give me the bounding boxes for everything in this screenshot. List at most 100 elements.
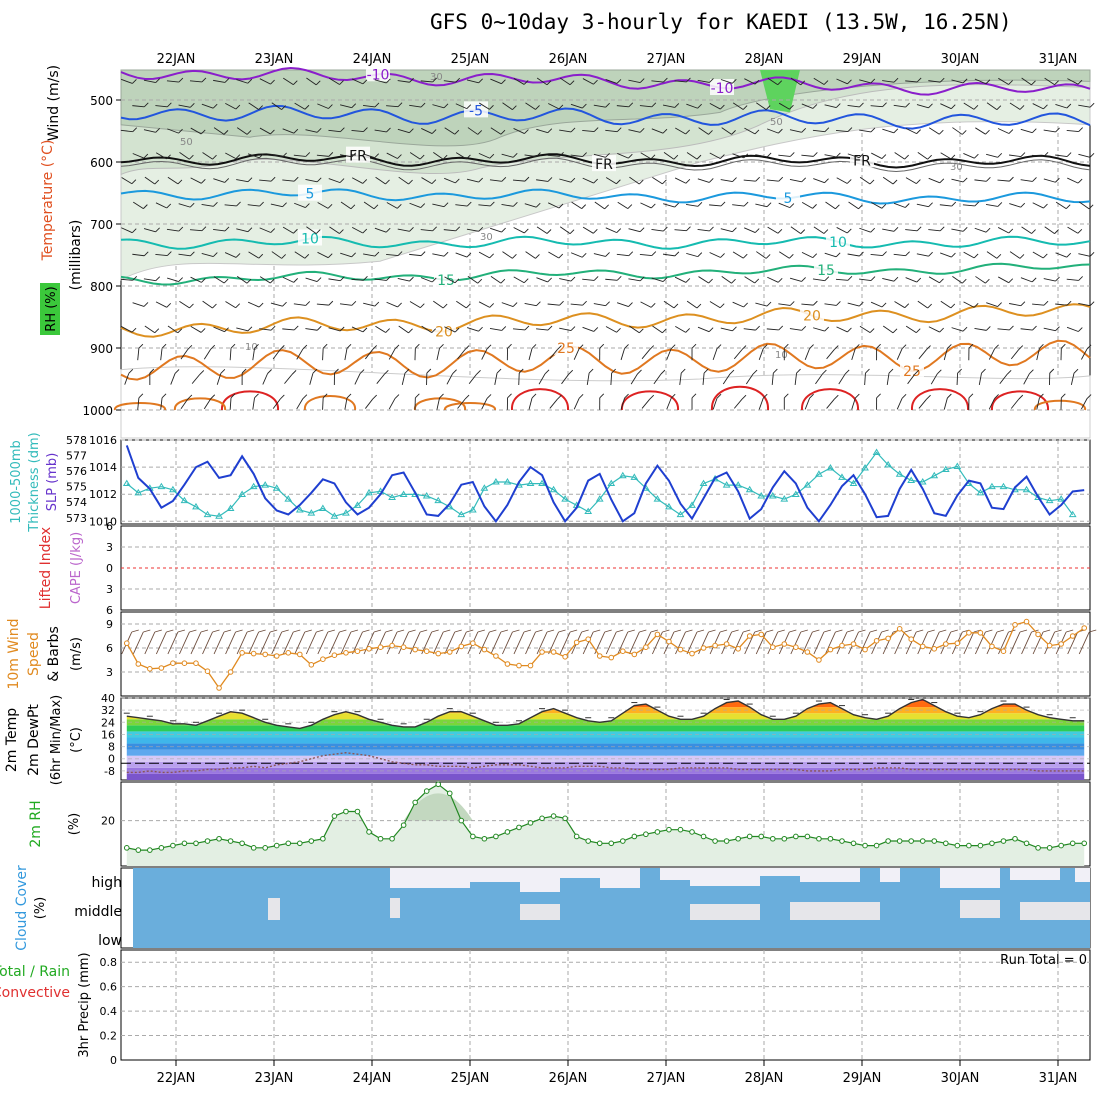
rh2m-point	[690, 830, 695, 835]
rh2m-point	[286, 841, 291, 846]
li-tick-label: 3	[106, 583, 113, 596]
li-tick-label: 3	[106, 541, 113, 554]
rh2m-point	[644, 832, 649, 837]
rh2m-point	[794, 834, 799, 839]
rh2m-point	[782, 836, 787, 841]
slp-label: SLP (mb)	[45, 453, 60, 512]
li-label: Lifted Index	[38, 527, 54, 609]
rh2m-point	[194, 841, 199, 846]
wind10-point	[863, 647, 868, 652]
li-tick-label: 6	[106, 520, 113, 533]
wind10-point	[494, 654, 499, 659]
rh2m-point	[240, 841, 245, 846]
wind10-point	[401, 645, 406, 650]
rh2m-point	[228, 839, 233, 844]
rh2m-point	[747, 834, 752, 839]
rh2m-point	[148, 848, 153, 853]
temp2m-label: 2m Temp	[4, 708, 20, 772]
rh-contour-label: 50	[180, 137, 193, 148]
rh2m-point	[309, 839, 314, 844]
cloud-unit-label: (%)	[33, 897, 48, 920]
wind10-point	[471, 641, 476, 646]
temp-tick-label: 16	[101, 728, 115, 741]
precip-tick-label: 0.4	[100, 1005, 118, 1018]
wind10-point	[1059, 642, 1064, 647]
wind10-point	[955, 641, 960, 646]
rh2m-point	[1024, 841, 1029, 846]
top-date-label: 30JAN	[941, 52, 980, 67]
wind10-point	[1024, 619, 1029, 624]
wind10-point	[1082, 626, 1087, 631]
wind10-point	[482, 647, 487, 652]
wind-barb-flag	[1090, 153, 1094, 157]
wind10-point	[390, 643, 395, 648]
wind10-point	[367, 647, 372, 652]
rh2m-point	[897, 839, 902, 844]
rh2m-point	[736, 836, 741, 841]
rh2m-point	[863, 843, 868, 848]
wind10-point	[321, 657, 326, 662]
pressure-tick-label: 600	[90, 156, 113, 170]
rh2m-point	[136, 848, 141, 853]
rh2m-point	[447, 791, 452, 796]
wind10-point	[148, 667, 153, 672]
isotherm-label: FR	[595, 157, 613, 173]
cloud-clear-high	[660, 868, 690, 880]
wind10-point	[205, 669, 210, 674]
rh2m-point	[724, 839, 729, 844]
rh2m-point	[655, 830, 660, 835]
wind10-point	[574, 640, 579, 645]
rh2m-point	[713, 839, 718, 844]
wind10-point	[551, 650, 556, 655]
wind10-point	[447, 650, 452, 655]
rh2m-point	[932, 839, 937, 844]
rh-contour-label: 50	[770, 117, 783, 128]
rh2m-point	[401, 823, 406, 828]
rh2m-point	[332, 814, 337, 819]
temp-band	[121, 725, 1090, 731]
temp-tick-label: 32	[101, 704, 115, 717]
cloud-clear-mid	[960, 900, 1000, 918]
wind10-point	[505, 662, 510, 667]
rh2m-point	[678, 827, 683, 832]
rh2m-point	[424, 789, 429, 794]
rh2m-point	[274, 843, 279, 848]
rh-contour-label: 30	[430, 72, 443, 83]
wind-barb-flag	[1090, 103, 1094, 107]
pressure-tick-label: 700	[90, 218, 113, 232]
bottom-date-label: 27JAN	[647, 1071, 686, 1086]
rh2m-point	[1059, 843, 1064, 848]
wind10-point	[667, 639, 672, 644]
rh2m-point	[551, 814, 556, 819]
rh2m-point	[482, 836, 487, 841]
wind10-point	[286, 651, 291, 656]
rh2m-point	[851, 841, 856, 846]
cloud-clear-high	[1010, 868, 1060, 880]
wind10-point	[701, 646, 706, 651]
wind-tick-label: 3	[106, 666, 113, 679]
rh2m-point	[701, 834, 706, 839]
cloud-level-label: low	[98, 933, 122, 949]
rh-contour-label: 10	[775, 350, 788, 361]
cloud-level-label: high	[91, 875, 122, 891]
rh2m-point	[124, 846, 129, 851]
rh2m-point	[298, 841, 303, 846]
rh2m-point	[828, 836, 833, 841]
top-date-label: 22JAN	[157, 52, 196, 67]
pressure-tick-label: 900	[90, 342, 113, 356]
bottom-date-label: 31JAN	[1039, 1071, 1078, 1086]
wind-tick-label: 9	[106, 618, 113, 631]
rh2m-point	[944, 841, 949, 846]
rh2m-point	[621, 839, 626, 844]
wind10-point	[355, 649, 360, 654]
temp-band	[121, 737, 1090, 743]
wind10-point	[424, 649, 429, 654]
top-date-label: 25JAN	[451, 52, 490, 67]
bottom-date-label: 25JAN	[451, 1071, 490, 1086]
wind10-point	[298, 652, 303, 657]
isotherm-label: -10	[711, 81, 734, 97]
rh-tick-label: 20	[101, 815, 115, 828]
rh2m-point	[413, 800, 418, 805]
